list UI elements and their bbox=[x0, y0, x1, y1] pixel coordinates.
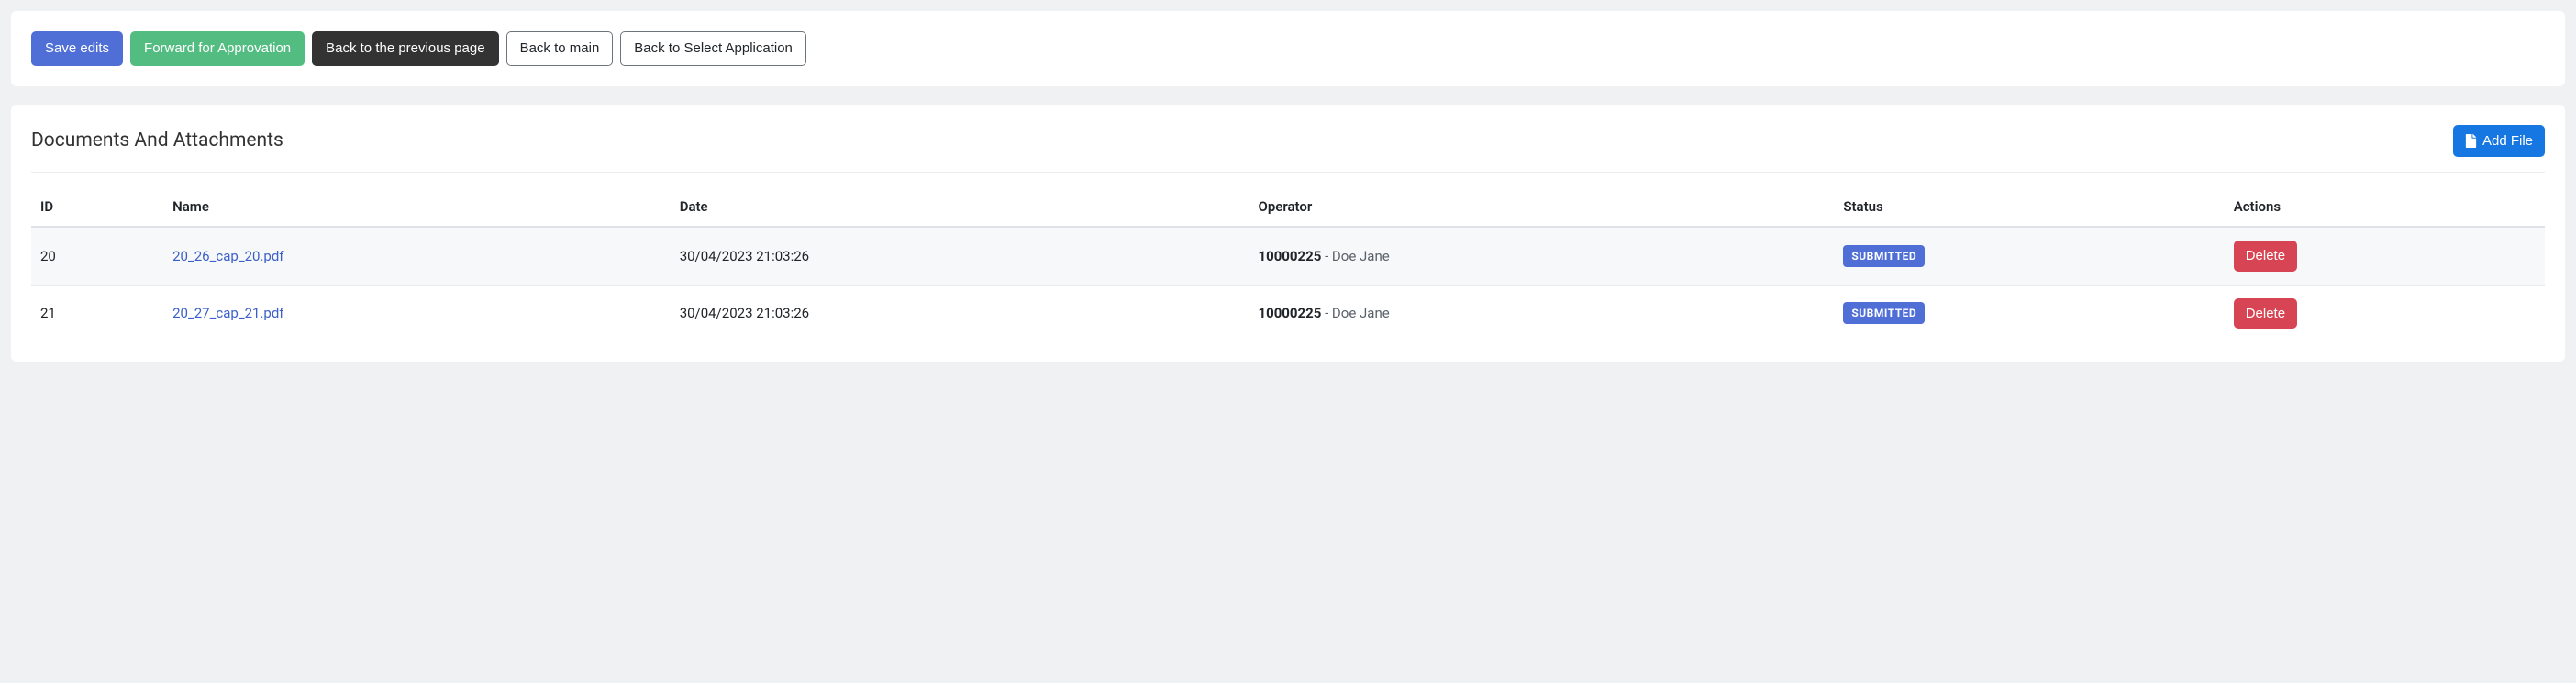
column-operator: Operator bbox=[1249, 187, 1834, 227]
table-row: 2020_26_cap_20.pdf30/04/2023 21:03:26100… bbox=[31, 227, 2545, 285]
column-actions: Actions bbox=[2225, 187, 2545, 227]
cell-actions: Delete bbox=[2225, 227, 2545, 285]
column-status: Status bbox=[1834, 187, 2224, 227]
documents-table: ID Name Date Operator Status Actions 202… bbox=[31, 187, 2545, 342]
cell-operator: 10000225 - Doe Jane bbox=[1249, 227, 1834, 285]
add-file-label: Add File bbox=[2482, 132, 2533, 151]
cell-status: SUBMITTED bbox=[1834, 285, 2224, 342]
delete-button[interactable]: Delete bbox=[2234, 298, 2297, 330]
cell-id: 21 bbox=[31, 285, 163, 342]
operator-id: 10000225 bbox=[1258, 248, 1321, 264]
operator-name: - Doe Jane bbox=[1321, 305, 1389, 321]
file-icon bbox=[2465, 134, 2477, 148]
save-button[interactable]: Save edits bbox=[31, 31, 123, 66]
toolbar-card: Save edits Forward for Approvation Back … bbox=[11, 11, 2565, 86]
status-badge: SUBMITTED bbox=[1843, 245, 1925, 267]
column-id: ID bbox=[31, 187, 163, 227]
add-file-button[interactable]: Add File bbox=[2453, 125, 2545, 158]
operator-name: - Doe Jane bbox=[1321, 248, 1389, 264]
column-date: Date bbox=[671, 187, 1249, 227]
toolbar: Save edits Forward for Approvation Back … bbox=[31, 31, 2545, 66]
file-link[interactable]: 20_26_cap_20.pdf bbox=[172, 248, 283, 264]
cell-operator: 10000225 - Doe Jane bbox=[1249, 285, 1834, 342]
cell-name: 20_26_cap_20.pdf bbox=[163, 227, 671, 285]
documents-header: Documents And Attachments Add File bbox=[31, 125, 2545, 174]
documents-card: Documents And Attachments Add File ID Na… bbox=[11, 105, 2565, 363]
cell-date: 30/04/2023 21:03:26 bbox=[671, 285, 1249, 342]
status-badge: SUBMITTED bbox=[1843, 302, 1925, 324]
back-select-application-button[interactable]: Back to Select Application bbox=[620, 31, 806, 66]
file-link[interactable]: 20_27_cap_21.pdf bbox=[172, 305, 283, 321]
cell-date: 30/04/2023 21:03:26 bbox=[671, 227, 1249, 285]
documents-title: Documents And Attachments bbox=[31, 129, 283, 151]
delete-button[interactable]: Delete bbox=[2234, 241, 2297, 272]
cell-id: 20 bbox=[31, 227, 163, 285]
back-previous-button[interactable]: Back to the previous page bbox=[312, 31, 498, 66]
back-main-button[interactable]: Back to main bbox=[506, 31, 614, 66]
operator-id: 10000225 bbox=[1258, 305, 1321, 321]
forward-approvation-button[interactable]: Forward for Approvation bbox=[130, 31, 305, 66]
cell-name: 20_27_cap_21.pdf bbox=[163, 285, 671, 342]
table-row: 2120_27_cap_21.pdf30/04/2023 21:03:26100… bbox=[31, 285, 2545, 342]
column-name: Name bbox=[163, 187, 671, 227]
cell-actions: Delete bbox=[2225, 285, 2545, 342]
cell-status: SUBMITTED bbox=[1834, 227, 2224, 285]
